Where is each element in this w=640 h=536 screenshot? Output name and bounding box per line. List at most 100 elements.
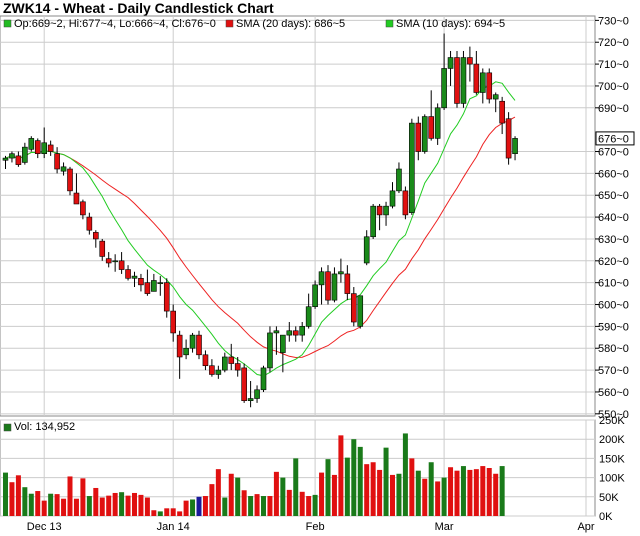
candle [260,365,267,392]
candle [234,356,241,377]
volume-bar [54,494,60,516]
price-tick-label: 720~0 [598,37,629,49]
volume-bar [177,511,183,516]
candle [228,343,235,371]
ohlc-legend: Op:669~2, Hi:677~4, Lo:666~4, Cl:676~0 [14,18,216,30]
candle [34,138,41,159]
volume-bar [486,468,492,516]
candle [118,252,125,274]
sma20-legend-swatch [225,19,234,28]
volume-bar [299,491,305,516]
volume-bar [209,484,215,516]
date-tick-label: Feb [306,521,325,533]
volume-bar [86,496,92,516]
volume-bar [112,492,118,516]
price-tick-label: 630~0 [598,234,629,246]
price-tick-label: 600~0 [598,300,629,312]
candle [409,118,415,215]
date-tick-label: Dec 13 [27,521,62,533]
volume-bar [422,478,428,516]
volume-bar [202,496,208,516]
candle [492,92,499,113]
last-price-label: 676~0 [598,133,629,145]
volume-bar [235,477,241,516]
price-tick-label: 660~0 [598,168,629,180]
candle [441,33,447,110]
volume-bar [164,508,170,516]
candle [112,254,118,272]
price-tick-label: 640~0 [598,212,629,224]
candle [460,50,467,108]
volume-bar [183,500,189,516]
volume-bar [293,458,299,516]
volume-tick-label: 200K [599,434,625,446]
ohlc-legend-swatch [3,19,12,28]
price-tick-label: 730~0 [598,15,629,27]
price-tick-label: 570~0 [598,365,629,377]
volume-bar [22,487,28,516]
candle [54,147,60,174]
volume-bar [280,477,286,516]
candle [9,151,15,163]
candle [454,50,460,108]
candle [80,199,86,220]
candle [47,140,54,156]
volume-bar [331,474,337,516]
date-tick-label: Mar [435,521,454,533]
volume-tick-label: 50K [599,492,619,504]
candle [363,230,370,266]
volume-bar [467,469,473,516]
volume-bar [267,496,273,516]
volume-bar [480,466,486,516]
candle [447,50,454,86]
candle [41,127,48,159]
candle [499,96,505,135]
volume-bar [41,500,47,516]
candle [73,173,80,205]
volume-bar [48,493,54,516]
price-tick-label: 610~0 [598,278,629,290]
price-tick-label: 560~0 [598,387,629,399]
candle [402,186,409,220]
volume-bar [119,492,125,516]
volume-bar [370,462,376,516]
candle [331,267,338,303]
sma10-line [5,81,516,377]
candle [215,365,222,379]
volume-bar [493,473,499,516]
candle [99,238,106,261]
candle [157,276,164,296]
volume-bar [99,497,105,516]
volume-bar [132,492,137,516]
volume-bar [286,489,292,516]
volume-tick-label: 0K [599,511,613,523]
volume-bar [228,473,234,516]
candle [292,326,299,342]
price-tick-label: 580~0 [598,343,629,355]
candle [254,385,260,403]
candle [163,278,170,318]
volume-bar [28,493,34,516]
last-price-box: 676~0 [595,131,635,146]
volume-tick-label: 250K [599,415,625,427]
volume-bar [35,491,41,516]
volume-bar [125,495,131,516]
volume-tick-label: 150K [599,453,625,465]
candle [67,166,73,196]
volume-bar [448,467,454,516]
candle [222,352,228,373]
volume-bar [241,490,247,516]
candle [125,265,131,281]
volume-bar [396,473,402,516]
candle [505,112,512,165]
volume-bar [306,496,312,516]
volume-bar [248,496,254,516]
candle [196,330,202,360]
candle [299,322,306,342]
candle [60,162,67,176]
candle [22,142,28,165]
volume-bar [222,497,228,516]
volume-legend-swatch [3,423,12,432]
volume-bar [144,497,150,516]
